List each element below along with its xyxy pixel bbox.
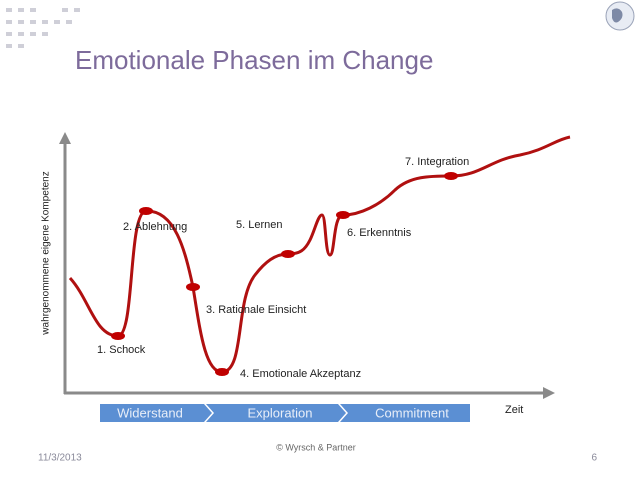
phase-label: 1. Schock xyxy=(97,344,146,356)
footer-date: 11/3/2013 xyxy=(38,453,82,464)
page-number: 6 xyxy=(591,453,597,464)
decor-dots xyxy=(6,8,80,48)
stage-bar xyxy=(100,404,470,422)
phase-label: 7. Integration xyxy=(405,156,469,168)
phase-label: 2. Ablehnung xyxy=(123,221,187,233)
title: Emotionale Phasen im Change xyxy=(75,45,433,75)
phase-markers xyxy=(111,172,458,376)
axes xyxy=(59,132,555,399)
phase-label: 4. Emotionale Akzeptanz xyxy=(240,368,361,380)
phase-label: 6. Erkenntnis xyxy=(347,227,412,239)
stage-label: Commitment xyxy=(375,405,449,420)
stage-label: Exploration xyxy=(247,405,312,420)
globe-icon xyxy=(605,1,635,31)
stage-label: Widerstand xyxy=(117,405,183,420)
x-axis-label: Zeit xyxy=(505,404,523,416)
phase-label: 5. Lernen xyxy=(236,219,282,231)
y-axis-label: wahrgenommene eigene Kompetenz xyxy=(41,171,52,335)
footer-copyright: © Wyrsch & Partner xyxy=(276,442,356,452)
phase-label: 3. Rationale Einsicht xyxy=(206,304,306,316)
curve xyxy=(68,135,571,374)
